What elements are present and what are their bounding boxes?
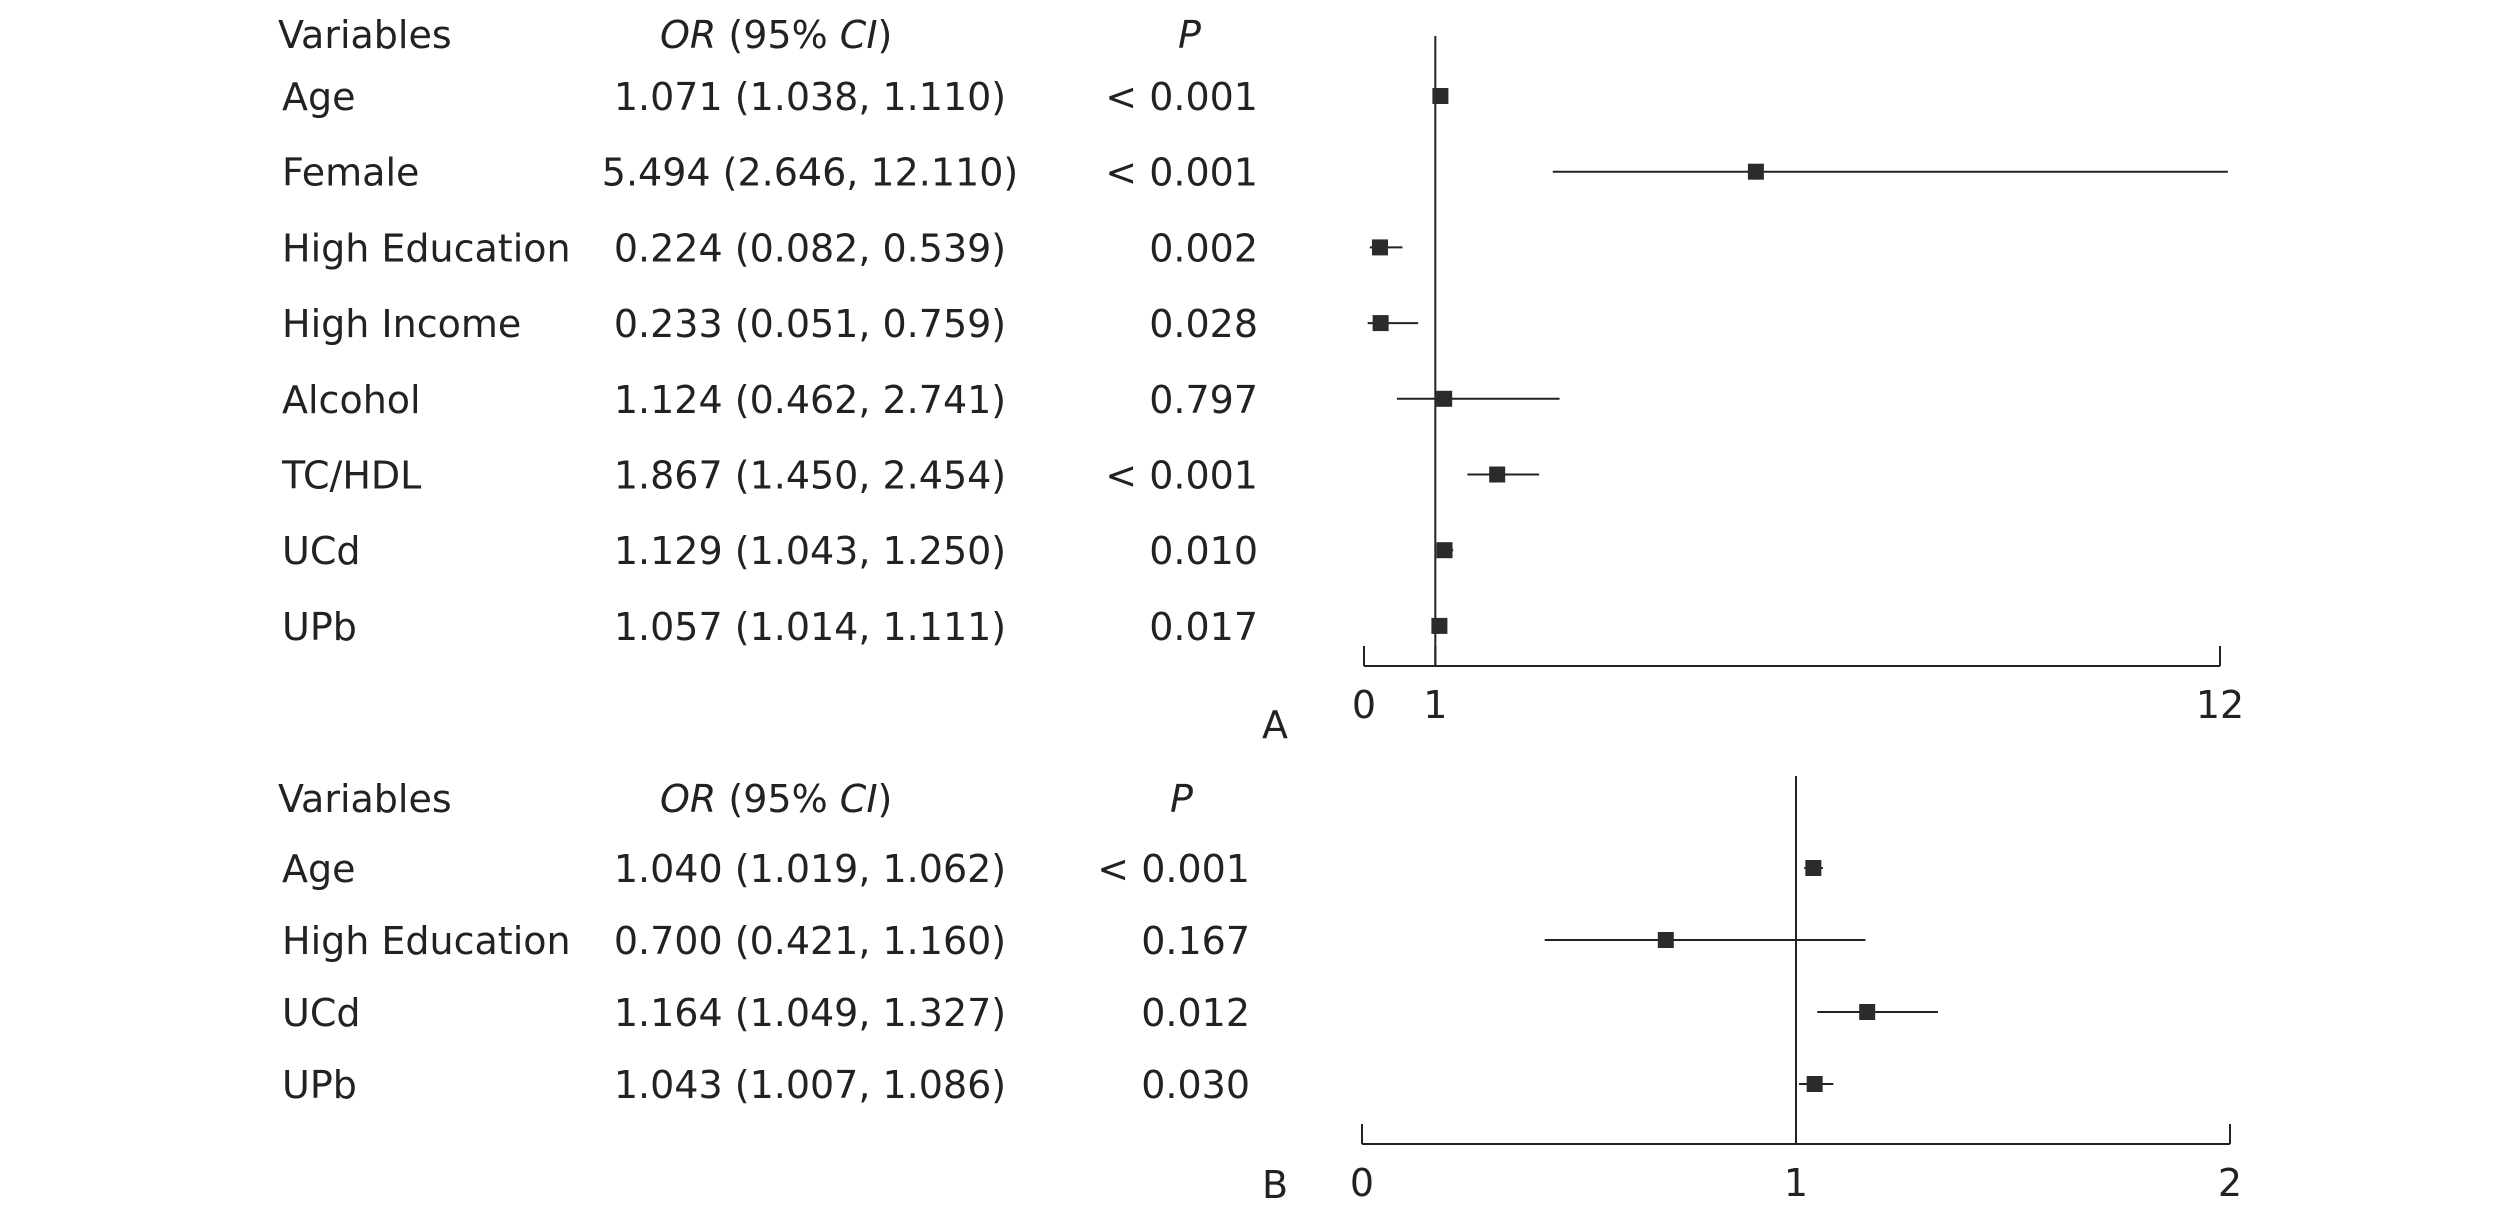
or-point-marker xyxy=(1806,1076,1823,1092)
header-ci-close: ) xyxy=(878,777,893,821)
row-variable: Female xyxy=(282,151,419,195)
row-or-ci: 1.867 (1.450, 2.454) xyxy=(614,454,1006,498)
row-variable: High Income xyxy=(282,302,521,346)
or-point-marker xyxy=(1436,390,1453,407)
or-point-marker xyxy=(1431,617,1448,634)
row-or-ci: 1.071 (1.038, 1.110) xyxy=(614,75,1006,119)
row-p-value: 0.002 xyxy=(1149,226,1258,270)
x-tick-label: 1 xyxy=(1784,1161,1808,1205)
header-variables: Variables xyxy=(278,13,452,57)
row-variable: High Education xyxy=(282,226,571,270)
row-p-value: < 0.001 xyxy=(1105,151,1258,195)
row-or-ci: 1.043 (1.007, 1.086) xyxy=(614,1063,1006,1107)
header-or-ci: OR (95% CI) xyxy=(660,13,892,57)
header-variables: Variables xyxy=(278,777,452,821)
row-or-ci: 1.164 (1.049, 1.327) xyxy=(614,991,1006,1035)
row-p-value: 0.012 xyxy=(1141,991,1250,1035)
row-p-value: 0.030 xyxy=(1141,1063,1250,1107)
panel-label: B xyxy=(1262,1163,1288,1207)
row-or-ci: 0.700 (0.421, 1.160) xyxy=(614,919,1006,963)
header-or-rest: (95% xyxy=(716,777,839,821)
row-variable: Age xyxy=(282,847,356,891)
row-variable: UCd xyxy=(282,529,360,573)
or-point-marker xyxy=(1747,163,1764,180)
row-variable: UPb xyxy=(282,1063,357,1107)
row-variable: Age xyxy=(282,75,356,119)
row-or-ci: 1.040 (1.019, 1.062) xyxy=(614,847,1006,891)
table-row: UCd 1.164 (1.049, 1.327) 0.012 xyxy=(282,991,1938,1035)
table-row: UCd 1.129 (1.043, 1.250) 0.010 xyxy=(282,529,1454,573)
table-row: High Education 0.700 (0.421, 1.160) 0.167 xyxy=(282,919,1866,963)
panel-label: A xyxy=(1262,703,1288,747)
header-p: P xyxy=(1170,777,1193,821)
row-variable: High Education xyxy=(282,919,571,963)
or-point-marker xyxy=(1489,466,1506,483)
header-or-ci: OR (95% CI) xyxy=(660,777,892,821)
row-variable: UPb xyxy=(282,605,357,649)
header-p: P xyxy=(1178,13,1201,57)
row-or-ci: 5.494 (2.646, 12.110) xyxy=(602,151,1018,195)
table-row: High Education 0.224 (0.082, 0.539) 0.002 xyxy=(282,226,1403,270)
row-p-value: < 0.001 xyxy=(1105,454,1258,498)
row-or-ci: 1.057 (1.014, 1.111) xyxy=(614,605,1006,649)
table-row: Age 1.040 (1.019, 1.062) < 0.001 xyxy=(282,847,1823,891)
row-variable: UCd xyxy=(282,991,360,1035)
x-tick-label: 0 xyxy=(1350,1161,1374,1205)
x-tick-label: 12 xyxy=(2196,683,2244,727)
row-or-ci: 1.129 (1.043, 1.250) xyxy=(614,529,1006,573)
or-point-marker xyxy=(1372,315,1389,332)
or-point-marker xyxy=(1371,239,1388,256)
row-p-value: 0.797 xyxy=(1149,378,1258,422)
or-point-marker xyxy=(1859,1004,1876,1020)
forest-panel-b: Variables OR (95% CI) P 0 1 2 B Age 1.040 (1.019… xyxy=(278,776,2242,1207)
header-or-rest: (95% xyxy=(716,13,839,57)
forest-panel-a: Variables OR (95% CI) P 0 1 12 A Age 1.071 (1.03… xyxy=(278,13,2244,747)
header-or-italic: OR xyxy=(660,13,716,57)
table-row: Female 5.494 (2.646, 12.110) < 0.001 xyxy=(282,151,2228,195)
table-row: UPb 1.057 (1.014, 1.111) 0.017 xyxy=(282,605,1448,649)
row-variable: TC/HDL xyxy=(281,454,421,498)
x-tick-label: 0 xyxy=(1352,683,1376,727)
table-row: UPb 1.043 (1.007, 1.086) 0.030 xyxy=(282,1063,1834,1107)
or-point-marker xyxy=(1805,860,1822,876)
row-p-value: 0.167 xyxy=(1141,919,1250,963)
row-p-value: < 0.001 xyxy=(1105,75,1258,119)
table-row: Age 1.071 (1.038, 1.110) < 0.001 xyxy=(282,75,1449,119)
x-tick-label: 2 xyxy=(2218,1161,2242,1205)
row-p-value: 0.017 xyxy=(1149,605,1258,649)
x-tick-label: 1 xyxy=(1423,683,1447,727)
or-point-marker xyxy=(1436,542,1453,559)
table-row: TC/HDL 1.867 (1.450, 2.454) < 0.001 xyxy=(281,454,1540,498)
row-p-value: 0.028 xyxy=(1149,302,1258,346)
header-ci-italic: CI xyxy=(840,777,878,821)
row-p-value: 0.010 xyxy=(1149,529,1258,573)
header-or-italic: OR xyxy=(660,777,716,821)
header-ci-italic: CI xyxy=(840,13,878,57)
row-p-value: < 0.001 xyxy=(1097,847,1250,891)
table-row: Alcohol 1.124 (0.462, 2.741) 0.797 xyxy=(282,378,1560,422)
or-point-marker xyxy=(1657,932,1674,948)
table-row: High Income 0.233 (0.051, 0.759) 0.028 xyxy=(282,302,1419,346)
or-point-marker xyxy=(1432,88,1449,104)
row-or-ci: 0.233 (0.051, 0.759) xyxy=(614,302,1006,346)
row-or-ci: 1.124 (0.462, 2.741) xyxy=(614,378,1006,422)
row-variable: Alcohol xyxy=(282,378,421,422)
header-ci-close: ) xyxy=(878,13,893,57)
row-or-ci: 0.224 (0.082, 0.539) xyxy=(614,226,1006,270)
